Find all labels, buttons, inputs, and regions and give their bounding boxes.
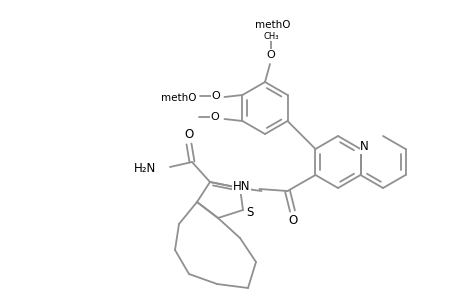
Text: H₂N: H₂N (134, 163, 156, 176)
Text: N: N (359, 140, 368, 154)
Text: O: O (210, 112, 218, 122)
Text: methO: methO (161, 93, 196, 103)
Text: O: O (288, 214, 297, 227)
Text: O: O (211, 91, 219, 101)
Text: CH₃: CH₃ (263, 32, 278, 41)
Text: HN: HN (232, 181, 250, 194)
Text: CH₃: CH₃ (174, 92, 190, 100)
Text: methO: methO (255, 20, 290, 30)
Text: S: S (246, 206, 253, 220)
Text: O: O (184, 128, 193, 140)
Text: O: O (266, 50, 275, 60)
